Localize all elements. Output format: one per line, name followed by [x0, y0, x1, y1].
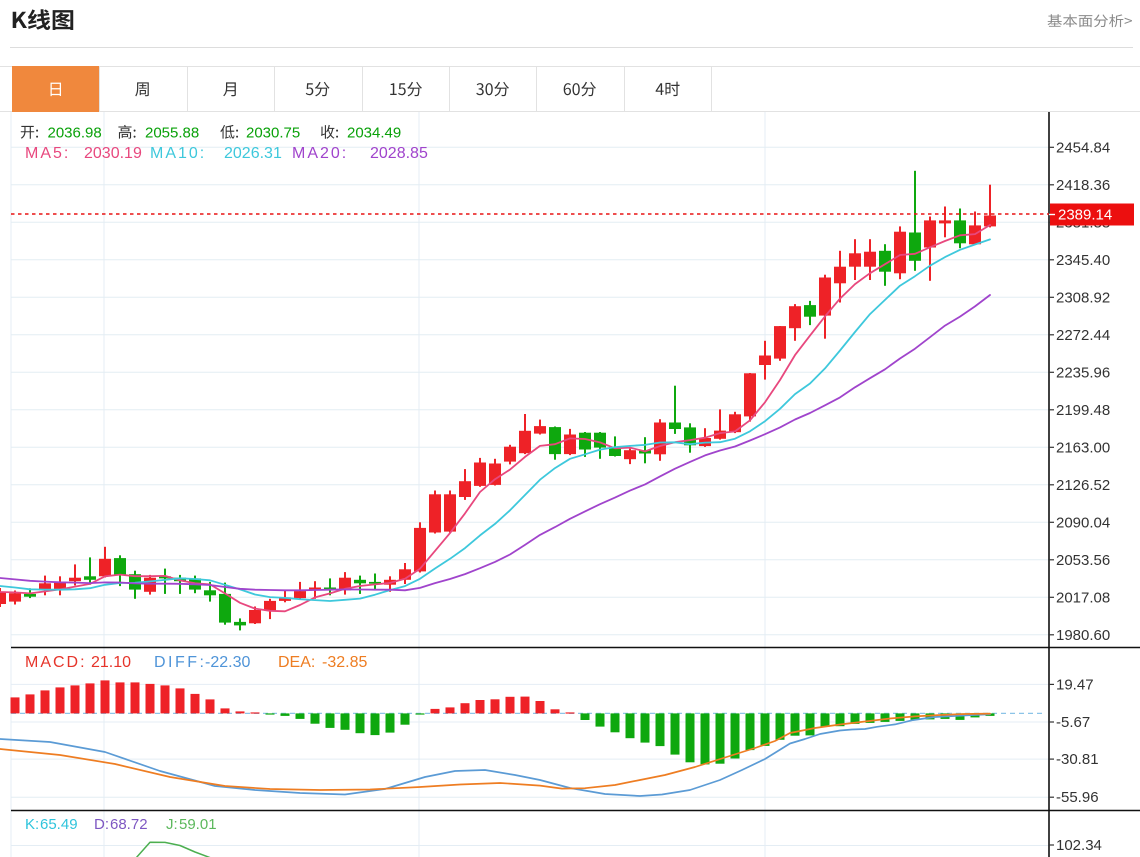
svg-text:2454.84: 2454.84 — [1056, 139, 1110, 156]
svg-text:-5.67: -5.67 — [1056, 714, 1090, 731]
svg-text:2053.56: 2053.56 — [1056, 552, 1110, 569]
svg-text:2163.00: 2163.00 — [1056, 439, 1110, 456]
svg-text:2345.40: 2345.40 — [1056, 252, 1110, 269]
svg-text:-55.96: -55.96 — [1056, 789, 1099, 806]
svg-text:2126.52: 2126.52 — [1056, 477, 1110, 494]
svg-text:2199.48: 2199.48 — [1056, 402, 1110, 419]
svg-text:2030.75: 2030.75 — [246, 125, 300, 142]
svg-text:2036.98: 2036.98 — [48, 125, 102, 142]
svg-text:-30.81: -30.81 — [1056, 751, 1099, 768]
svg-text:2034.49: 2034.49 — [347, 125, 401, 142]
svg-text:1980.60: 1980.60 — [1056, 627, 1110, 644]
svg-text:102.34: 102.34 — [1056, 837, 1102, 854]
svg-text:2090.04: 2090.04 — [1056, 514, 1110, 531]
svg-text:2272.44: 2272.44 — [1056, 327, 1110, 344]
svg-text:2308.92: 2308.92 — [1056, 289, 1110, 306]
svg-text:19.47: 19.47 — [1056, 676, 1094, 693]
svg-text:2235.96: 2235.96 — [1056, 364, 1110, 381]
svg-text:2017.08: 2017.08 — [1056, 589, 1110, 606]
svg-text:2389.14: 2389.14 — [1058, 207, 1112, 224]
svg-text:2418.36: 2418.36 — [1056, 177, 1110, 194]
svg-text:2055.88: 2055.88 — [145, 125, 199, 142]
